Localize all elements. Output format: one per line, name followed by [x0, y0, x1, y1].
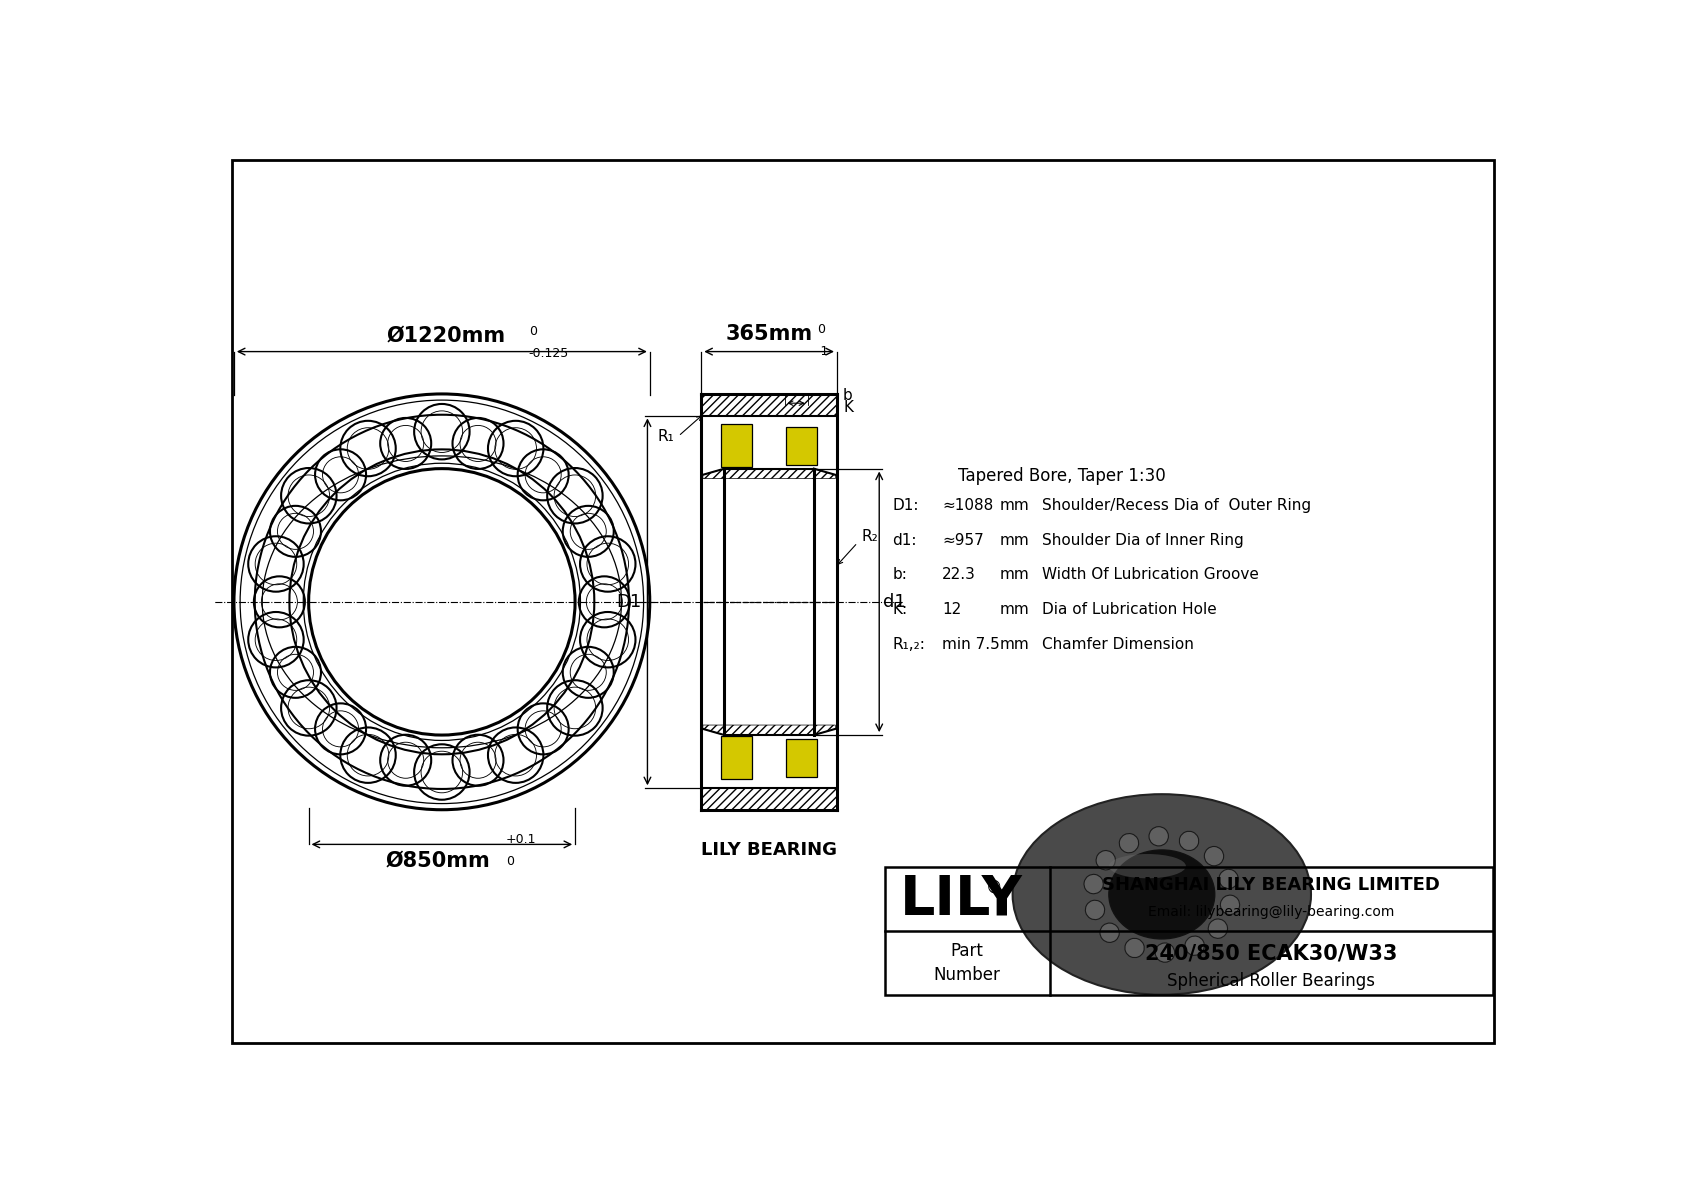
Text: Ø850mm: Ø850mm: [386, 850, 490, 871]
Ellipse shape: [1108, 854, 1186, 878]
Text: R₁,₂:: R₁,₂:: [893, 637, 925, 651]
Ellipse shape: [1012, 794, 1312, 994]
Text: b:: b:: [893, 567, 908, 582]
Ellipse shape: [1084, 874, 1103, 893]
Text: Chamfer Dimension: Chamfer Dimension: [1042, 637, 1194, 651]
Text: ≈1088: ≈1088: [943, 498, 994, 513]
Polygon shape: [701, 394, 837, 416]
Text: b: b: [844, 388, 852, 403]
Text: Width Of Lubrication Groove: Width Of Lubrication Groove: [1042, 567, 1260, 582]
Ellipse shape: [1066, 813, 1258, 975]
Text: +0.1: +0.1: [505, 833, 536, 846]
Text: Spherical Roller Bearings: Spherical Roller Bearings: [1167, 972, 1376, 990]
Ellipse shape: [1207, 919, 1228, 939]
Polygon shape: [786, 426, 817, 466]
Text: -1: -1: [817, 345, 829, 358]
Text: ≈957: ≈957: [943, 532, 983, 548]
Text: LILY BEARING: LILY BEARING: [701, 841, 837, 859]
Text: SHANGHAI LILY BEARING LIMITED: SHANGHAI LILY BEARING LIMITED: [1103, 877, 1440, 894]
Text: K:: K:: [893, 601, 908, 617]
Text: Shoulder/Recess Dia of  Outer Ring: Shoulder/Recess Dia of Outer Ring: [1042, 498, 1312, 513]
Text: K: K: [844, 400, 854, 416]
Ellipse shape: [1096, 850, 1115, 869]
Text: Shoulder Dia of Inner Ring: Shoulder Dia of Inner Ring: [1042, 532, 1244, 548]
Text: 0: 0: [505, 855, 514, 868]
Ellipse shape: [1086, 900, 1105, 919]
Polygon shape: [721, 424, 753, 468]
Text: 22.3: 22.3: [943, 567, 977, 582]
Text: R₁: R₁: [658, 429, 674, 444]
Polygon shape: [721, 736, 753, 779]
Text: Dia of Lubrication Hole: Dia of Lubrication Hole: [1042, 601, 1218, 617]
Ellipse shape: [1120, 834, 1138, 853]
Text: 0: 0: [529, 325, 537, 338]
Text: Tapered Bore, Taper 1:30: Tapered Bore, Taper 1:30: [958, 467, 1165, 485]
Ellipse shape: [1219, 869, 1238, 888]
Text: Part
Number: Part Number: [933, 942, 1000, 984]
Text: mm: mm: [1000, 498, 1031, 513]
Ellipse shape: [1125, 939, 1143, 958]
Bar: [884, 867, 1494, 994]
Text: d1:: d1:: [893, 532, 916, 548]
Ellipse shape: [1155, 943, 1175, 962]
Text: D1: D1: [616, 593, 642, 611]
Text: R₂: R₂: [862, 529, 879, 544]
Text: 240/850 ECAK30/W33: 240/850 ECAK30/W33: [1145, 943, 1398, 964]
Ellipse shape: [1179, 831, 1199, 850]
Text: 12: 12: [943, 601, 962, 617]
Text: -0.125: -0.125: [529, 347, 569, 360]
Text: LILY: LILY: [899, 873, 1022, 927]
Ellipse shape: [1204, 847, 1224, 866]
Polygon shape: [702, 725, 835, 735]
Text: 365mm: 365mm: [726, 324, 813, 344]
Text: ®: ®: [985, 879, 1002, 897]
Ellipse shape: [1186, 936, 1204, 955]
Text: 0: 0: [817, 323, 825, 336]
Polygon shape: [701, 788, 837, 810]
Text: Email: lilybearing@lily-bearing.com: Email: lilybearing@lily-bearing.com: [1148, 905, 1394, 919]
Ellipse shape: [1221, 896, 1239, 915]
Text: d1: d1: [882, 593, 906, 611]
Polygon shape: [702, 468, 835, 479]
Polygon shape: [786, 738, 817, 777]
Ellipse shape: [1100, 923, 1120, 942]
Text: D1:: D1:: [893, 498, 919, 513]
Text: mm: mm: [1000, 532, 1031, 548]
Ellipse shape: [1148, 827, 1169, 846]
Text: min 7.5: min 7.5: [943, 637, 1000, 651]
Text: Ø1220mm: Ø1220mm: [386, 325, 505, 345]
Text: mm: mm: [1000, 601, 1031, 617]
Text: mm: mm: [1000, 567, 1031, 582]
Ellipse shape: [1108, 850, 1214, 939]
Text: mm: mm: [1000, 637, 1031, 651]
